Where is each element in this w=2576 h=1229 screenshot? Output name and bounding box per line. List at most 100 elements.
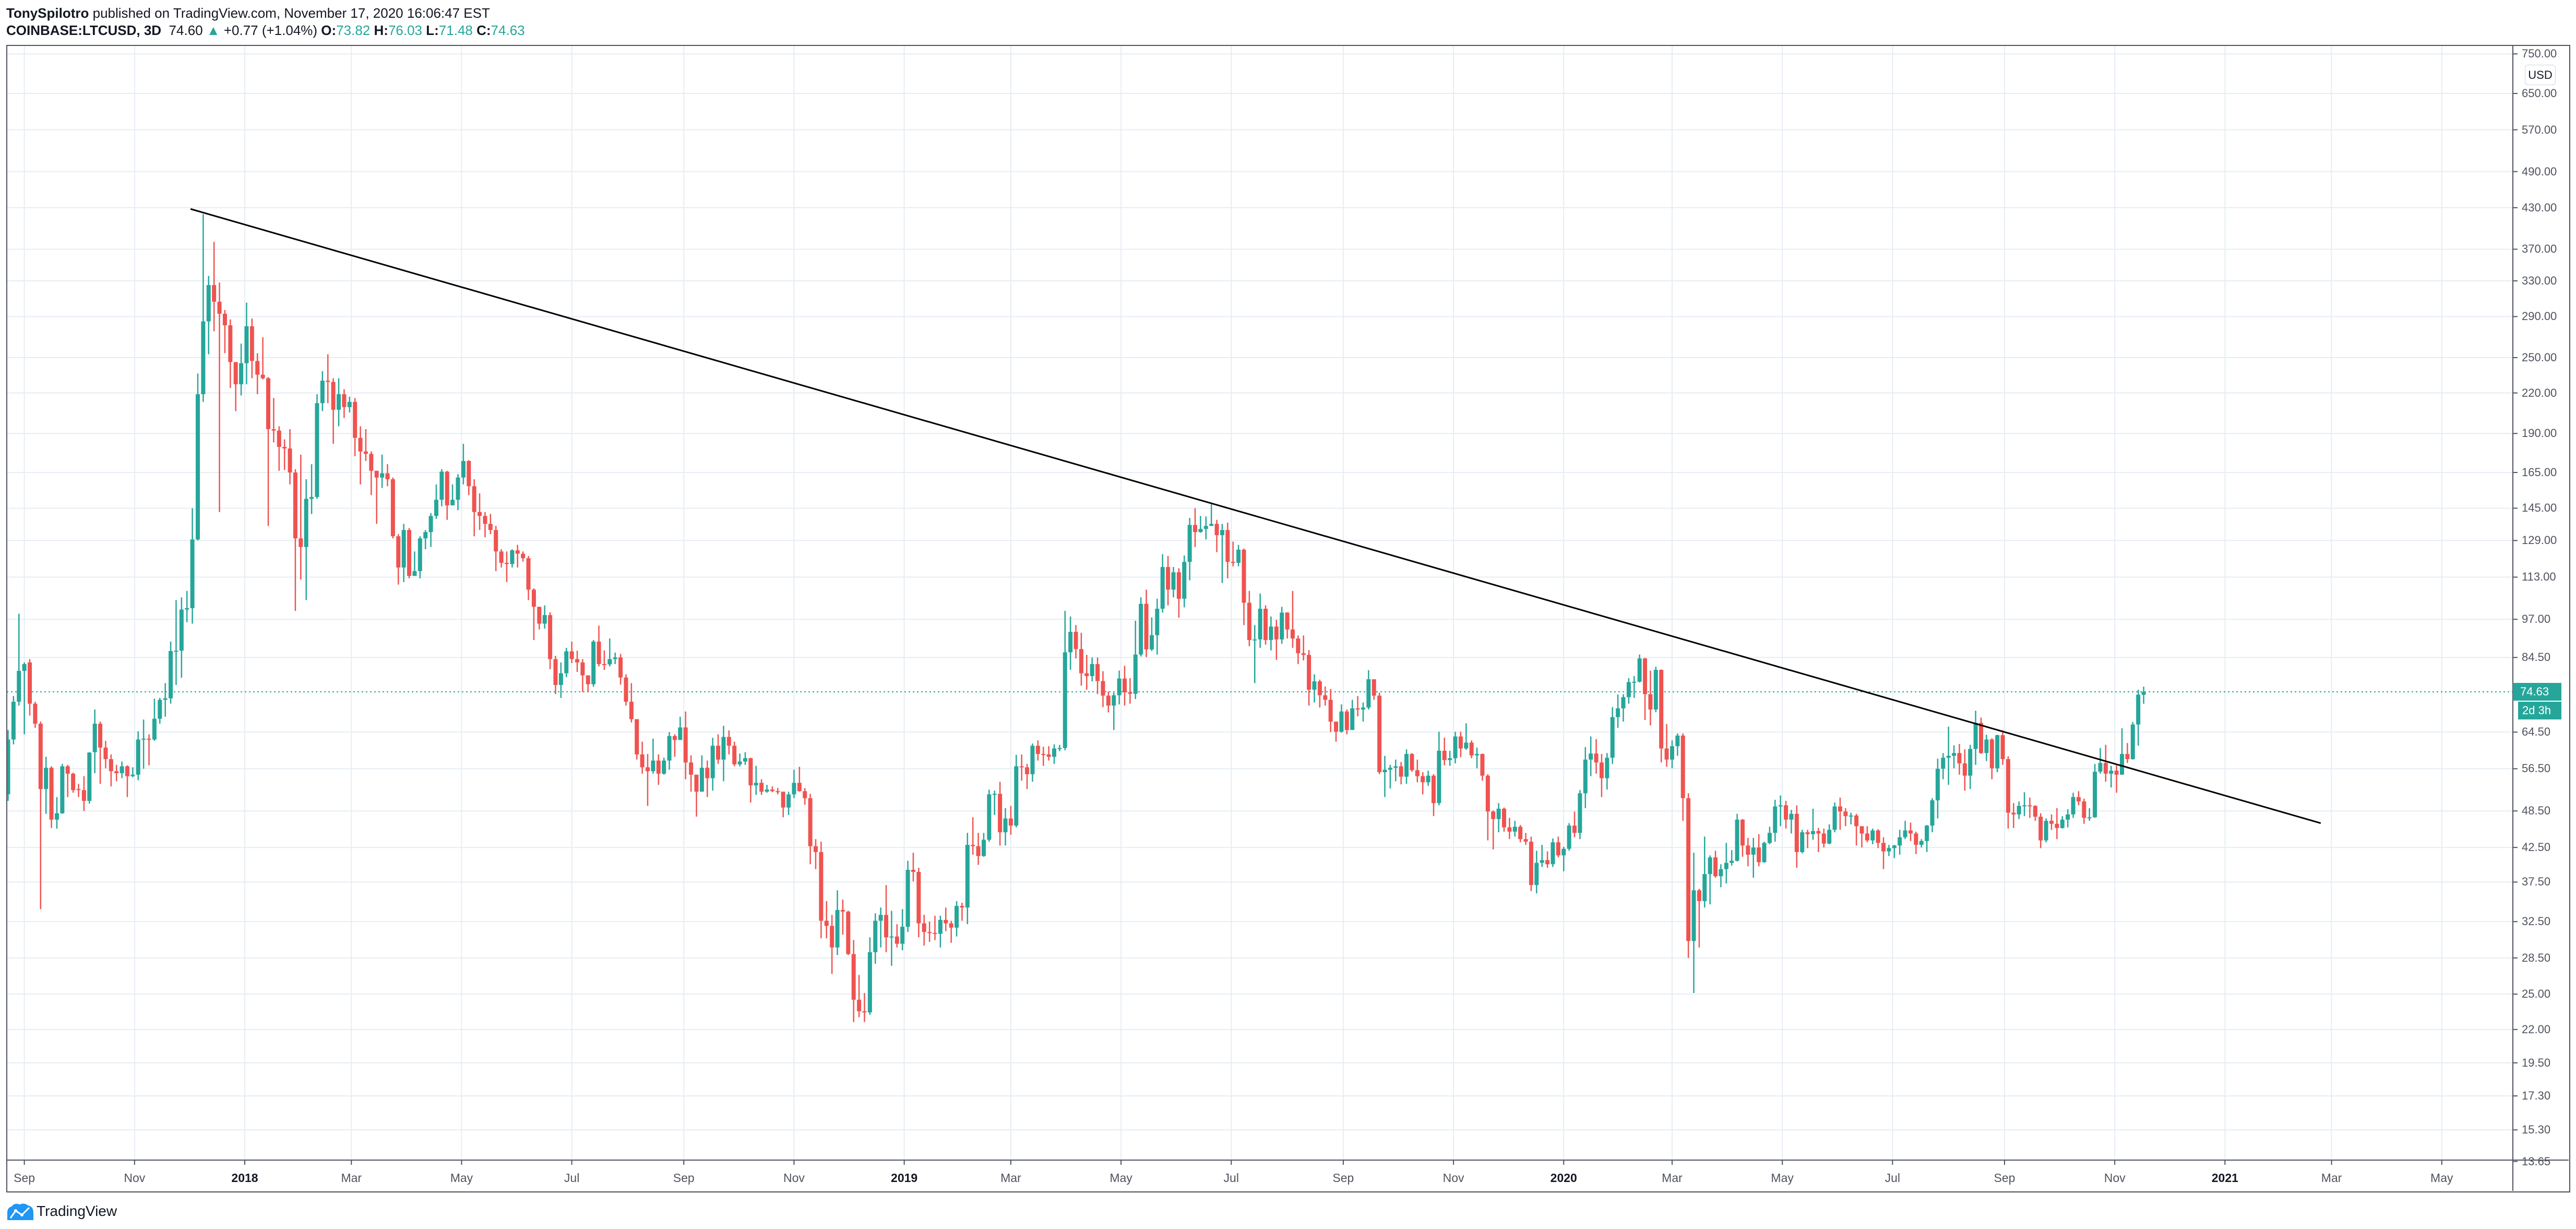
candle xyxy=(1621,694,1626,722)
candle xyxy=(1301,635,1306,660)
candle xyxy=(987,789,992,842)
candle-body xyxy=(1691,890,1696,941)
candle-body xyxy=(569,651,574,659)
candle xyxy=(1431,774,1436,817)
candle-body xyxy=(98,724,103,748)
candle xyxy=(385,464,390,487)
candle xyxy=(618,654,623,685)
candle xyxy=(315,394,319,499)
y-tick-label: 570.00 xyxy=(2522,123,2557,136)
candle-body xyxy=(1529,842,1533,885)
candle-body xyxy=(1669,746,1674,760)
candle xyxy=(1317,679,1322,708)
candle xyxy=(158,698,162,724)
candle xyxy=(1095,657,1100,694)
candle xyxy=(955,901,959,937)
candle-body xyxy=(2114,771,2119,775)
candle xyxy=(212,242,217,332)
candle-body xyxy=(1410,754,1414,771)
candle xyxy=(1854,813,1859,846)
candle-body xyxy=(1133,654,1138,694)
candle-body xyxy=(597,641,601,664)
candle-body xyxy=(1545,860,1550,865)
y-tick-label: 64.50 xyxy=(2522,725,2551,739)
x-tick-label: May xyxy=(450,1171,473,1185)
candle xyxy=(1209,504,1214,526)
candle xyxy=(1475,747,1480,769)
candle-body xyxy=(1198,529,1203,533)
y-tick-label: 56.50 xyxy=(2522,762,2551,775)
candle-body xyxy=(651,760,655,772)
candle xyxy=(1122,666,1127,706)
plot-area xyxy=(7,208,2513,1022)
candle-body xyxy=(320,381,325,404)
candle-body xyxy=(1507,827,1512,832)
candle xyxy=(461,444,466,484)
candle-body xyxy=(1773,806,1778,833)
candle-body xyxy=(1117,678,1122,695)
candle xyxy=(992,790,997,815)
candle xyxy=(233,362,238,411)
candle-body xyxy=(667,736,672,761)
candle-body xyxy=(44,767,49,789)
candle xyxy=(1464,723,1469,750)
candle-body xyxy=(955,906,959,928)
candle-body xyxy=(353,401,357,438)
author-name[interactable]: TonySpilotro xyxy=(6,5,89,21)
candle-body xyxy=(1372,679,1376,696)
candle-body xyxy=(11,702,16,740)
symbol-name[interactable]: COINBASE:LTCUSD, 3D xyxy=(6,22,162,38)
candle-body xyxy=(1653,670,1658,710)
candle-body xyxy=(618,657,623,678)
candle xyxy=(1187,517,1192,581)
x-tick-label: Nov xyxy=(1442,1171,1464,1185)
y-tick-label: 37.50 xyxy=(2522,875,2551,889)
candle-body xyxy=(483,516,487,524)
candle xyxy=(1280,607,1284,644)
candle xyxy=(1827,824,1832,845)
currency-badge[interactable]: USD xyxy=(2525,65,2556,85)
candle-body xyxy=(629,702,634,719)
candle xyxy=(1496,803,1501,833)
y-tick-label: 48.50 xyxy=(2522,804,2551,818)
candle-body xyxy=(1848,816,1853,817)
candle-body xyxy=(1540,860,1544,863)
candle-body xyxy=(1388,767,1392,770)
candle-body xyxy=(1556,842,1560,856)
candle xyxy=(1198,516,1203,533)
candle-body xyxy=(1898,837,1902,846)
candle-body xyxy=(591,641,596,684)
x-tick-label: Jul xyxy=(1223,1171,1239,1185)
candle xyxy=(2120,728,2125,775)
candle xyxy=(922,915,926,946)
candle xyxy=(1155,598,1160,655)
tradingview-logo[interactable]: TradingView xyxy=(6,1202,117,1221)
candle-body xyxy=(1735,819,1739,861)
candle xyxy=(2125,743,2130,763)
candle xyxy=(439,469,444,506)
candle-body xyxy=(992,794,997,795)
candle-body xyxy=(309,497,314,499)
candle xyxy=(1518,825,1523,843)
candle-body xyxy=(737,761,742,765)
candle-body xyxy=(1176,572,1181,599)
candle-body xyxy=(418,538,422,571)
candle-body xyxy=(754,783,758,786)
candle xyxy=(190,508,195,624)
candle xyxy=(141,719,146,769)
candle xyxy=(1973,711,1978,765)
candle-body xyxy=(2125,754,2130,760)
candle-body xyxy=(602,664,606,665)
candle xyxy=(721,726,726,782)
candle xyxy=(1507,818,1512,840)
candle xyxy=(136,731,140,781)
candle xyxy=(1285,612,1290,639)
candle-body xyxy=(445,471,449,505)
candle xyxy=(1978,717,1983,754)
candle-body xyxy=(103,747,108,760)
candle xyxy=(651,738,655,774)
candle-body xyxy=(60,766,65,813)
candle-body xyxy=(2044,821,2048,841)
candle xyxy=(911,853,915,882)
